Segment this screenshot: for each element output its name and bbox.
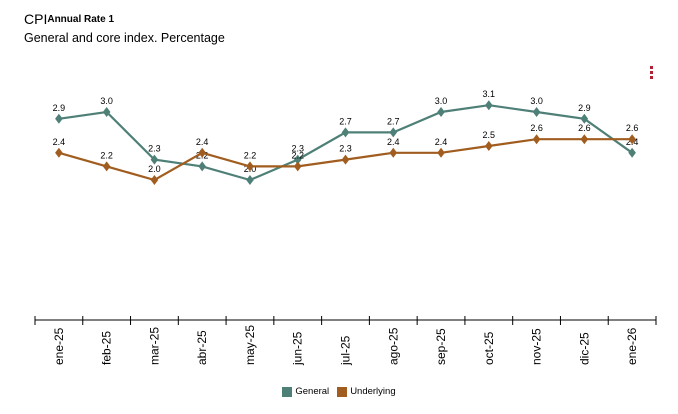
data-point-underlying xyxy=(150,175,159,185)
chart-subtitle: General and core index. Percentage xyxy=(24,31,225,45)
data-label-general: 2.9 xyxy=(53,103,66,113)
data-label-general: 2.9 xyxy=(578,103,591,113)
legend-label: Underlying xyxy=(350,386,396,397)
data-point-general xyxy=(55,113,63,124)
data-label-underlying: 2.2 xyxy=(100,150,113,160)
data-point-general xyxy=(246,175,254,185)
x-tick-label: mar-25 xyxy=(147,327,161,365)
data-point-underlying xyxy=(246,161,254,172)
data-label-underlying: 2.2 xyxy=(291,150,304,160)
more-vertical-icon[interactable] xyxy=(648,66,654,82)
x-tick-label: sep-25 xyxy=(434,328,448,365)
legend-item-general[interactable]: General xyxy=(282,386,329,397)
data-point-underlying xyxy=(341,154,350,165)
x-tick-label: abr-25 xyxy=(195,330,209,365)
data-point-underlying xyxy=(102,161,111,172)
data-label-underlying: 2.6 xyxy=(578,123,591,133)
x-tick-label: ene-26 xyxy=(625,327,639,365)
data-point-underlying xyxy=(389,147,398,158)
data-label-general: 2.7 xyxy=(339,116,352,126)
x-tick-label: feb-25 xyxy=(100,331,114,365)
x-tick-label: ene-25 xyxy=(52,327,66,365)
data-point-general xyxy=(580,113,589,124)
legend-item-underlying[interactable]: Underlying xyxy=(337,386,396,397)
legend-label: General xyxy=(295,386,330,397)
data-label-underlying: 2.3 xyxy=(339,144,352,154)
data-label-general: 3.0 xyxy=(435,96,448,106)
data-point-general xyxy=(437,107,445,117)
data-point-general xyxy=(389,127,398,138)
data-label-general: 2.7 xyxy=(387,116,400,126)
data-point-underlying xyxy=(628,134,636,145)
data-point-underlying xyxy=(293,161,302,172)
x-tick-label: may-25 xyxy=(243,325,257,365)
data-label-general: 3.0 xyxy=(100,96,113,106)
x-tick-label: ago-25 xyxy=(386,327,400,365)
chart-title-superscript: Annual Rate 1 xyxy=(47,14,115,25)
x-tick-label: jul-25 xyxy=(339,335,353,366)
data-label-general: 3.1 xyxy=(483,89,496,99)
data-label-underlying: 2.4 xyxy=(387,137,400,147)
data-label-general: 3.0 xyxy=(530,96,543,106)
data-point-general xyxy=(293,154,302,165)
data-point-underlying xyxy=(437,147,445,158)
data-label-underlying: 2.4 xyxy=(53,137,66,147)
data-point-general xyxy=(198,161,206,172)
data-point-general xyxy=(628,147,636,158)
data-label-underlying: 2.5 xyxy=(483,130,496,140)
chart-title-main: CPI xyxy=(24,11,48,27)
x-tick-label: oct-25 xyxy=(482,331,496,365)
data-point-underlying xyxy=(485,141,493,151)
data-point-general xyxy=(532,107,541,117)
data-point-general xyxy=(341,127,350,138)
data-point-underlying xyxy=(198,147,206,158)
chart-header: CPIAnnual Rate 1 General and core index.… xyxy=(24,11,225,45)
data-label-general: 2.3 xyxy=(148,144,161,154)
data-label-underlying: 2.2 xyxy=(244,150,257,160)
data-label-underlying: 2.0 xyxy=(148,164,161,174)
x-tick-label: jun-25 xyxy=(291,331,305,366)
data-label-underlying: 2.6 xyxy=(530,123,543,133)
legend-swatch xyxy=(282,386,293,397)
chart-legend: General Underlying xyxy=(0,386,678,397)
data-point-general xyxy=(102,107,111,117)
legend-swatch xyxy=(337,386,348,397)
data-point-underlying xyxy=(532,134,541,145)
data-label-underlying: 2.4 xyxy=(196,137,209,147)
data-label-general: 2.3 xyxy=(291,144,304,154)
chart-title: CPIAnnual Rate 1 xyxy=(24,11,225,27)
data-label-underlying: 2.6 xyxy=(626,123,639,133)
data-label-underlying: 2.4 xyxy=(435,137,448,147)
data-point-underlying xyxy=(55,147,63,158)
data-point-general xyxy=(150,154,159,165)
data-point-general xyxy=(485,100,493,111)
x-tick-label: dic-25 xyxy=(577,332,591,365)
data-point-underlying xyxy=(580,134,589,145)
x-tick-label: nov-25 xyxy=(530,328,544,365)
